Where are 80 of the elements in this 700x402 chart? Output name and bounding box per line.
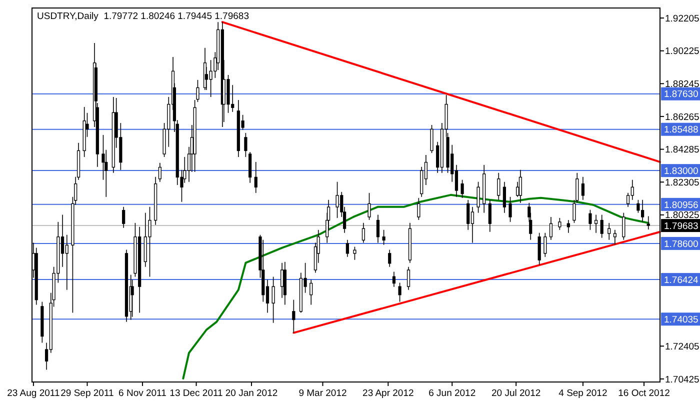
x-tick-label: 29 Sep 2011 (60, 388, 114, 399)
ref-line-label: 1.76424 (664, 274, 698, 286)
candlestick (368, 192, 371, 220)
candlestick (646, 216, 650, 230)
candlestick (508, 196, 512, 222)
candlestick (502, 181, 506, 214)
candlestick (346, 239, 350, 258)
candlestick (244, 132, 248, 158)
x-tick-label: 23 Apr 2012 (362, 388, 414, 399)
candlestick (353, 246, 356, 260)
ref-line-label: 1.78600 (664, 238, 698, 250)
ref-line-label: 1.87630 (664, 89, 698, 100)
candlestick (310, 279, 313, 306)
candlestick (518, 169, 522, 204)
candlestick (376, 214, 380, 244)
candlestick (566, 220, 570, 234)
candlestick (388, 249, 392, 268)
candlestick (209, 60, 212, 98)
candlestick (516, 181, 520, 198)
y-tick-label: 1.72405 (665, 341, 700, 352)
x-tick-label: 16 Oct 2012 (618, 388, 670, 399)
candlestick (148, 206, 152, 278)
chart-title: USDTRY,Daily 1.79772 1.80246 1.79445 1.79683 (37, 11, 249, 22)
y-tick-label: 1.70425 (665, 374, 700, 386)
candlestick (581, 176, 585, 200)
y-tick-label: 1.92205 (665, 13, 700, 24)
candlestick (280, 262, 284, 298)
candlestick (488, 199, 492, 232)
candlestick (600, 214, 604, 238)
x-tick-label: 4 Sep 2012 (558, 388, 608, 399)
candlestick (158, 162, 162, 182)
candlestick (362, 222, 365, 244)
x-tick-label: 6 Jun 2012 (428, 388, 476, 399)
candlestick (613, 229, 616, 246)
candlestick (630, 179, 634, 200)
ref-line-label: 1.83000 (664, 166, 698, 177)
candlestick (336, 181, 339, 218)
x-tick-label: 6 Nov 2011 (118, 388, 166, 399)
candlestick (430, 124, 434, 154)
candlestick (470, 206, 474, 244)
candlestick (292, 299, 296, 334)
x-tick-label: 20 Jul 2012 (492, 388, 541, 399)
candlestick (65, 234, 68, 290)
candlestick (558, 218, 562, 230)
x-tick-label: 23 Aug 2011 (7, 388, 60, 399)
candlestick (254, 162, 258, 194)
x-tick-label: 13 Dec 2011 (170, 388, 223, 399)
ref-line-label: 1.80956 (664, 200, 698, 211)
candlestick (122, 206, 126, 228)
y-tick-label: 1.84285 (665, 144, 700, 156)
candlestick (417, 198, 420, 220)
candlestick (588, 209, 592, 230)
y-tick-label: 1.80325 (665, 210, 700, 222)
y-tick-label: 1.88245 (665, 78, 700, 90)
candlestick (544, 232, 547, 258)
candlestick (466, 199, 470, 230)
y-tick-label: 1.90225 (665, 46, 700, 58)
ref-line-label: 1.74035 (664, 314, 698, 326)
x-tick-label: 20 Jan 2012 (225, 388, 278, 399)
candlestick (392, 271, 396, 288)
candlestick (476, 181, 480, 214)
candlestick (248, 152, 252, 184)
candlestick (272, 276, 275, 324)
y-tick-label: 1.86265 (665, 112, 700, 123)
candlestick (538, 232, 541, 266)
ref-line-label: 1.85488 (664, 124, 698, 136)
candlestick (406, 266, 410, 290)
candlestick (636, 199, 640, 214)
candlestick (460, 179, 464, 198)
candlestick (608, 222, 611, 240)
candlestick (497, 172, 500, 200)
candlestick (398, 282, 402, 302)
candlestick (594, 214, 598, 234)
y-tick-label: 1.82305 (665, 177, 700, 188)
candlestick (196, 80, 200, 102)
ref-line-label: 1.79683 (664, 220, 698, 232)
x-tick-label: 9 Mar 2012 (298, 388, 347, 399)
candlestick (382, 229, 386, 246)
candlestick (549, 216, 553, 240)
candlestick (622, 212, 626, 240)
